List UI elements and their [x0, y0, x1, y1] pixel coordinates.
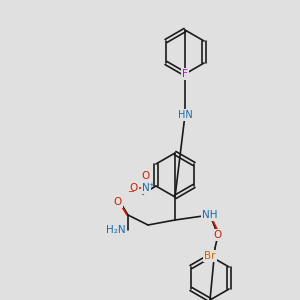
- Text: O: O: [214, 230, 222, 240]
- Text: Br: Br: [204, 251, 216, 261]
- Text: O: O: [142, 171, 150, 181]
- Text: −: −: [128, 188, 134, 196]
- Text: +: +: [148, 182, 154, 188]
- Text: O: O: [130, 183, 138, 193]
- Text: HN: HN: [178, 110, 192, 120]
- Text: O: O: [114, 197, 122, 207]
- Text: N: N: [142, 183, 150, 193]
- Text: F: F: [182, 69, 188, 79]
- Text: NH: NH: [202, 210, 218, 220]
- Text: H₂N: H₂N: [106, 225, 126, 235]
